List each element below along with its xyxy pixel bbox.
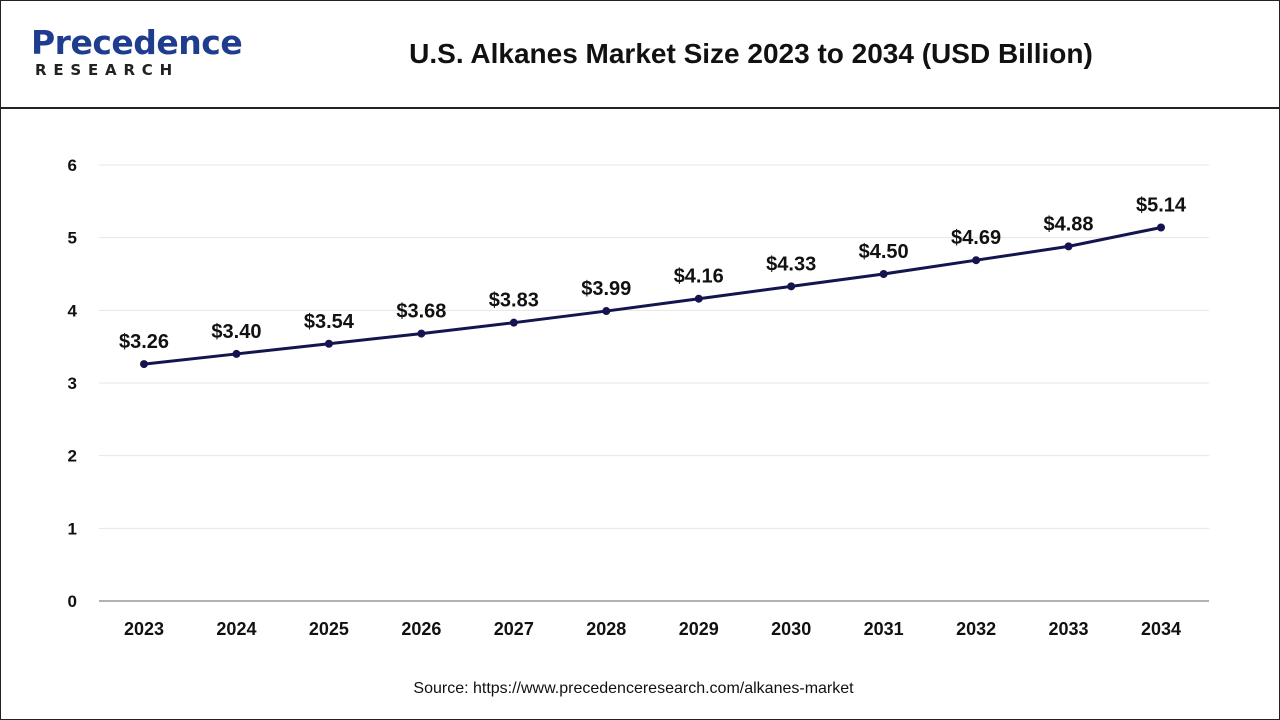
y-tick-label: 1 <box>68 519 77 538</box>
y-tick-label: 0 <box>68 592 77 611</box>
data-point <box>140 360 148 369</box>
header: Precedence RESEARCH U.S. Alkanes Market … <box>1 1 1279 109</box>
data-label: $4.88 <box>1044 213 1094 235</box>
data-label: $4.33 <box>766 253 816 275</box>
source-note: Source: https://www.precedenceresearch.c… <box>413 680 854 697</box>
data-point <box>509 318 518 327</box>
y-tick-label: 2 <box>68 447 77 466</box>
data-point <box>694 294 703 303</box>
data-label: $3.83 <box>489 290 539 312</box>
data-point <box>324 339 333 348</box>
x-tick-label: 2032 <box>956 619 996 639</box>
x-tick-label: 2034 <box>1141 619 1181 639</box>
brand-logo: Precedence RESEARCH <box>31 23 243 83</box>
data-label: $4.69 <box>951 227 1001 249</box>
x-tick-label: 2025 <box>309 619 349 639</box>
x-tick-label: 2031 <box>864 619 904 639</box>
data-point <box>1064 242 1073 251</box>
x-tick-label: 2030 <box>771 619 811 639</box>
data-point <box>787 282 796 291</box>
logo-wordmark: Precedence <box>31 23 243 62</box>
data-point <box>602 307 611 316</box>
data-point <box>972 256 981 265</box>
y-tick-label: 4 <box>68 301 78 320</box>
x-tick-label: 2029 <box>679 619 719 639</box>
data-point <box>232 349 241 358</box>
data-label: $4.16 <box>674 266 724 288</box>
data-label: $3.99 <box>581 278 631 300</box>
data-point <box>879 270 888 278</box>
y-tick-label: 3 <box>68 374 77 393</box>
x-tick-label: 2023 <box>124 619 164 639</box>
series-line <box>143 226 1162 366</box>
x-tick-label: 2027 <box>494 619 534 639</box>
y-tick-label: 6 <box>68 156 77 175</box>
y-tick-label: 5 <box>68 229 77 248</box>
x-tick-label: 2024 <box>216 619 256 639</box>
data-label: $4.50 <box>859 241 909 263</box>
x-tick-label: 2033 <box>1049 619 1089 639</box>
x-tick-label: 2028 <box>586 619 626 639</box>
data-label: $5.14 <box>1136 194 1187 216</box>
logo-subtitle: RESEARCH <box>35 61 179 79</box>
data-label: $3.54 <box>304 311 355 333</box>
data-point <box>1157 223 1165 232</box>
x-tick-label: 2026 <box>401 619 441 639</box>
data-label: $3.68 <box>396 301 446 323</box>
chart-title: U.S. Alkanes Market Size 2023 to 2034 (U… <box>409 38 1093 69</box>
data-label: $3.26 <box>119 331 169 353</box>
data-point <box>417 329 426 338</box>
data-label: $3.40 <box>211 321 261 343</box>
